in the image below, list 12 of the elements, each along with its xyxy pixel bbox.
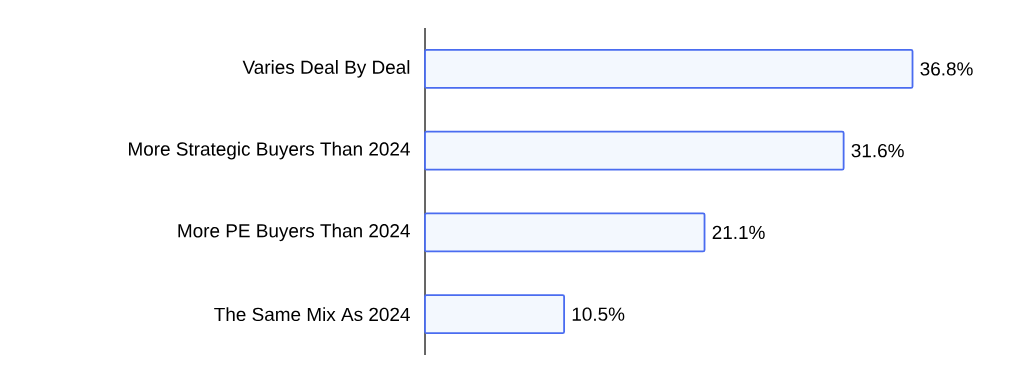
data-label: 21.1% bbox=[712, 225, 765, 240]
y-tick-label: More PE Buyers Than 2024 bbox=[178, 223, 410, 242]
y-tick-label: Varies Deal By Deal bbox=[242, 60, 410, 78]
data-label: 10.5% bbox=[572, 307, 625, 321]
bar bbox=[424, 130, 845, 171]
bar bbox=[424, 48, 914, 89]
bar bbox=[424, 212, 706, 253]
data-label: 31.6% bbox=[851, 143, 904, 158]
y-tick-label: More Strategic Buyers Than 2024 bbox=[129, 141, 410, 160]
data-label: 36.8% bbox=[920, 62, 973, 76]
bar bbox=[424, 294, 566, 335]
y-tick-label: The Same Mix As 2024 bbox=[214, 307, 410, 322]
